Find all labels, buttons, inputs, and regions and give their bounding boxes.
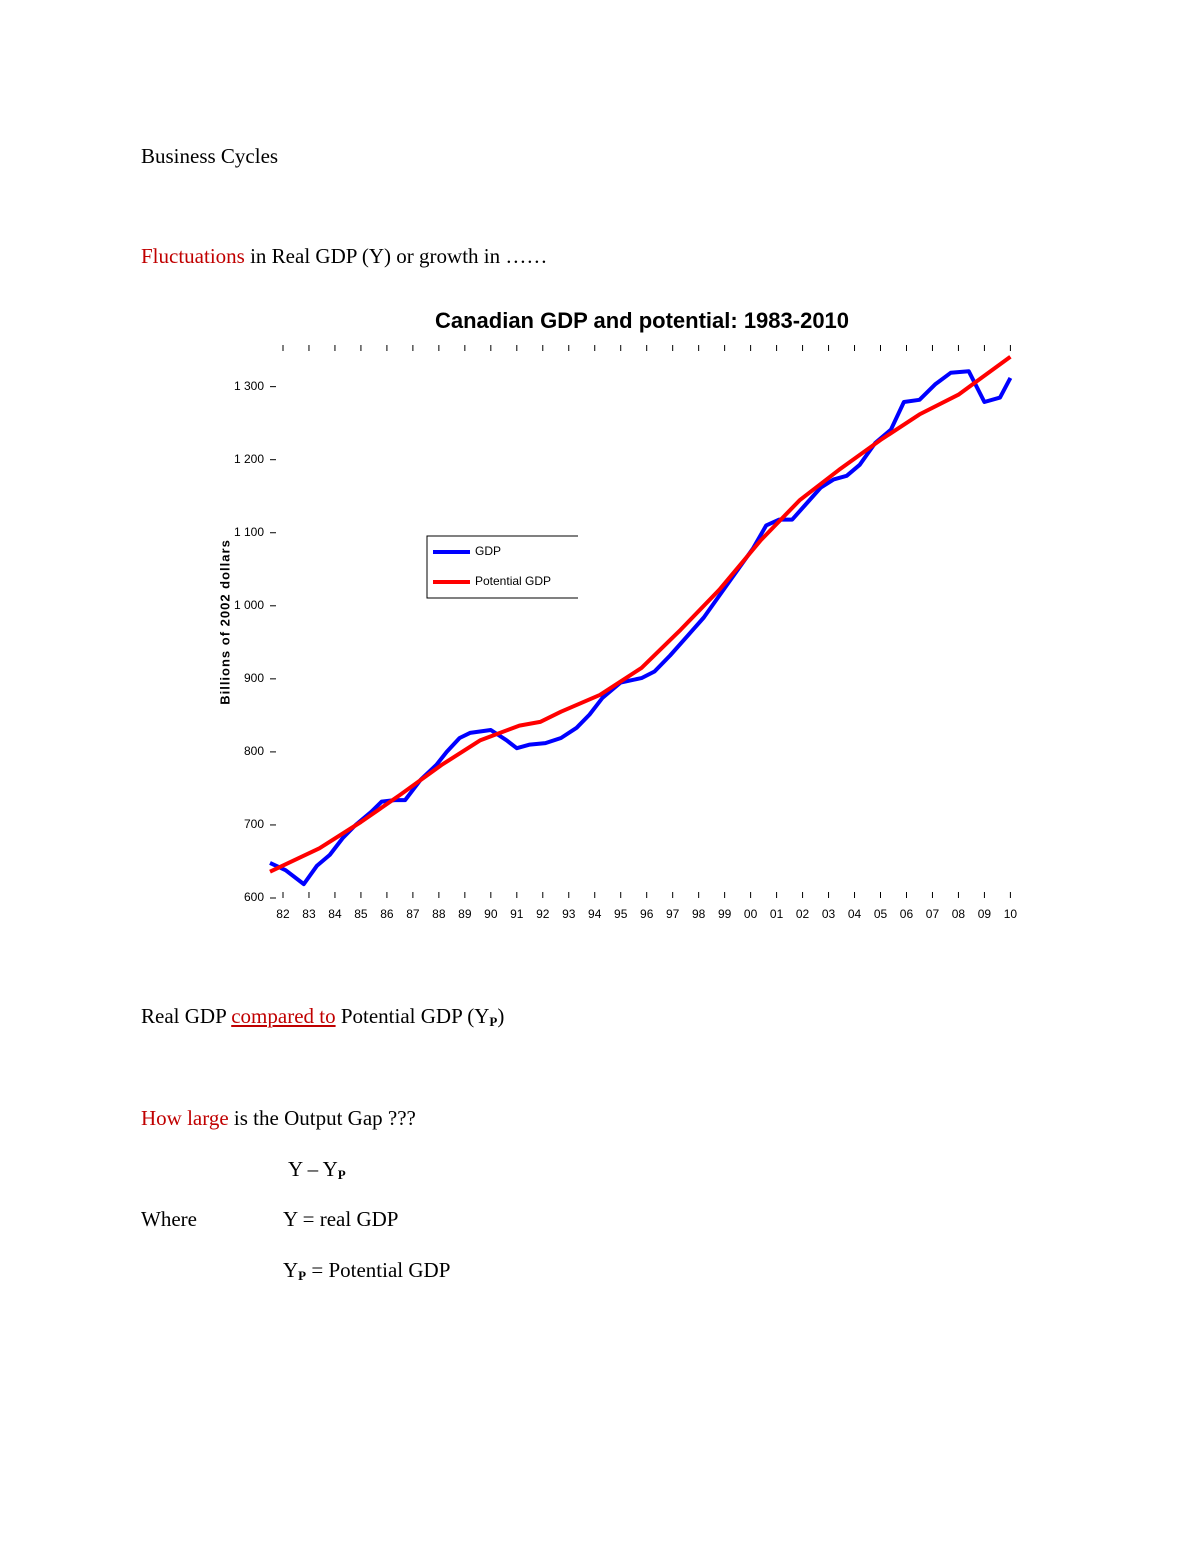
x-tick-label: 05: [874, 907, 888, 921]
text: ): [497, 1004, 505, 1028]
subscript: P: [298, 1268, 307, 1283]
x-tick-label: 02: [796, 907, 810, 921]
text: is the Output Gap ???: [228, 1106, 416, 1130]
text: Y – Y: [288, 1157, 338, 1181]
paragraph: How large is the Output Gap ???: [141, 1106, 416, 1131]
x-tick-label: 98: [692, 907, 706, 921]
y-tick-label: 700: [244, 817, 264, 831]
x-tick-label: 95: [614, 907, 628, 921]
highlight: Fluctuations: [141, 244, 245, 268]
x-tick-label: 90: [484, 907, 498, 921]
x-tick-label: 83: [302, 907, 316, 921]
text: Potential GDP (Y: [335, 1004, 490, 1028]
x-tick-label: 07: [926, 907, 940, 921]
paragraph: Fluctuations in Real GDP (Y) or growth i…: [141, 244, 547, 269]
x-tick-label: 96: [640, 907, 654, 921]
y-tick-label: 600: [244, 890, 264, 904]
chart: Canadian GDP and potential: 1983-2010 Bi…: [217, 308, 1018, 921]
x-tick-label: 10: [1004, 907, 1018, 921]
subscript: P: [337, 1167, 346, 1182]
y-tick-label: 800: [244, 744, 264, 758]
definition: Y = real GDP: [283, 1207, 399, 1231]
legend-box: [427, 536, 578, 598]
y-tick-label: 1 300: [234, 379, 264, 393]
text: in Real GDP (Y) or growth in ……: [244, 244, 548, 268]
definition: YP = Potential GDP: [283, 1258, 450, 1284]
x-tick-label: 88: [432, 907, 446, 921]
x-tick-label: 91: [510, 907, 524, 921]
x-tick-label: 92: [536, 907, 550, 921]
subscript: P: [489, 1014, 498, 1029]
x-tick-label: 99: [718, 907, 732, 921]
paragraph: Real GDP compared to Potential GDP (YP): [141, 1004, 504, 1030]
x-tick-label: 86: [380, 907, 394, 921]
x-tick-label: 94: [588, 907, 602, 921]
text: Y: [283, 1258, 299, 1282]
x-tick-label: 85: [354, 907, 368, 921]
legend-label: GDP: [475, 544, 501, 558]
y-tick-label: 900: [244, 671, 264, 685]
x-tick-label: 03: [822, 907, 836, 921]
y-tick-label: 1 000: [234, 598, 264, 612]
x-tick-label: 89: [458, 907, 472, 921]
legend-border: [426, 535, 578, 599]
y-tick-label: 1 100: [234, 525, 264, 539]
text: Real GDP: [141, 1004, 232, 1028]
text: = Potential GDP: [306, 1258, 451, 1282]
x-tick-label: 06: [900, 907, 914, 921]
y-tick-label: 1 200: [234, 452, 264, 466]
x-tick-label: 97: [666, 907, 680, 921]
x-tick-label: 84: [328, 907, 342, 921]
highlight: compared to: [231, 1004, 336, 1028]
x-tick-label: 04: [848, 907, 862, 921]
x-tick-label: 01: [770, 907, 784, 921]
x-tick-label: 09: [978, 907, 992, 921]
highlight: How large: [141, 1106, 229, 1130]
formula: Y – YP: [288, 1157, 346, 1183]
x-tick-label: 08: [952, 907, 966, 921]
x-tick-label: 93: [562, 907, 576, 921]
heading: Business Cycles: [141, 144, 279, 168]
x-tick-label: 87: [406, 907, 420, 921]
chart-title: Canadian GDP and potential: 1983-2010: [435, 308, 849, 333]
x-tick-label: 82: [276, 907, 290, 921]
y-axis-label: Billions of 2002 dollars: [217, 539, 232, 705]
where-label: Where: [141, 1207, 197, 1231]
legend-label: Potential GDP: [475, 574, 551, 588]
x-tick-label: 00: [744, 907, 758, 921]
series-line: [269, 355, 1012, 874]
